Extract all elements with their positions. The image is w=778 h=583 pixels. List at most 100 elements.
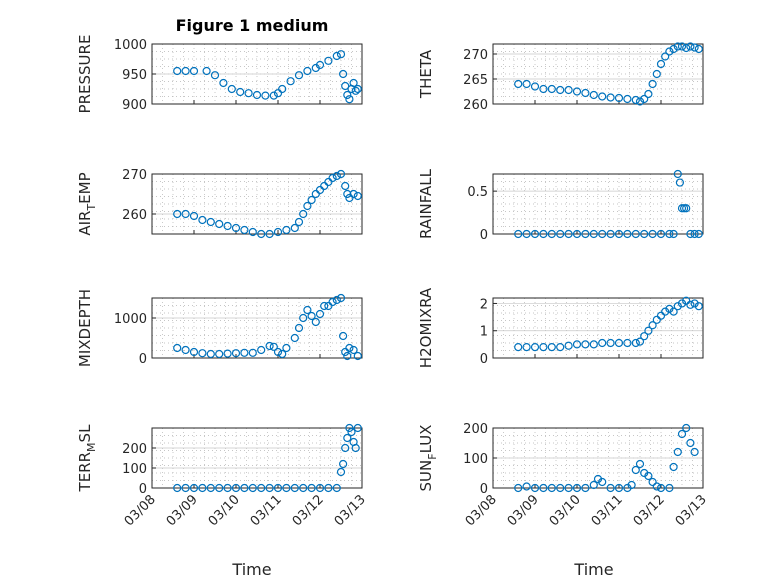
data-point	[278, 349, 287, 359]
data-point	[324, 483, 333, 493]
data-point	[539, 483, 548, 493]
data-point	[522, 482, 531, 491]
x-axis-label-right: Time	[573, 560, 613, 579]
data-point	[345, 423, 354, 433]
data-point	[189, 347, 199, 357]
data-point	[623, 94, 632, 104]
data-point	[265, 341, 274, 351]
data-point	[665, 304, 674, 314]
y-tick-label: 1000	[114, 38, 147, 53]
data-point	[189, 483, 199, 493]
data-point	[675, 178, 685, 187]
data-point	[299, 209, 308, 219]
data-point	[345, 343, 354, 353]
data-point	[353, 191, 362, 201]
data-point	[522, 229, 531, 239]
y-tick-label: 2	[480, 297, 488, 312]
data-point	[339, 69, 348, 79]
subplot-rainfall: 0 0.5 RAINFALL	[417, 168, 704, 243]
data-point	[240, 483, 249, 493]
x-tick-label: 03/13	[332, 492, 369, 529]
data-point	[623, 229, 632, 239]
data-point	[614, 229, 624, 239]
data-point	[219, 78, 228, 88]
data-point	[648, 79, 657, 89]
y-axis-label: TERRMSL	[76, 424, 98, 493]
data-point	[173, 209, 182, 219]
data-point	[572, 87, 582, 96]
y-tick-label: 0.5	[467, 185, 488, 200]
data-point	[686, 300, 695, 309]
x-tick-label: 03/10	[206, 492, 243, 529]
data-point	[640, 94, 649, 104]
data-point	[648, 321, 657, 330]
data-point	[530, 342, 540, 352]
data-point	[694, 44, 703, 54]
data-point	[290, 223, 299, 233]
subplot-sun-flux: 0 100 200 03/08 03/09 03/10 03/11 03/12 03/13 SUN…	[417, 422, 710, 529]
x-tick-label: 03/10	[547, 492, 584, 529]
data-point	[252, 90, 262, 100]
data-point	[614, 93, 624, 103]
data-point	[581, 229, 590, 239]
x-tick-label: 03/12	[290, 492, 327, 529]
y-axis-label: AIRTEMP	[76, 172, 98, 235]
data-point	[673, 169, 682, 179]
data-point	[231, 483, 241, 493]
data-point	[286, 77, 295, 86]
data-point	[181, 345, 190, 355]
data-point	[307, 195, 316, 205]
y-axis-label: THETA	[417, 49, 435, 99]
data-point	[690, 447, 699, 457]
x-axis-label-left: Time	[231, 560, 271, 579]
data-point	[215, 349, 224, 359]
data-point	[556, 229, 565, 239]
data-point	[606, 483, 615, 493]
data-point	[299, 313, 308, 323]
data-point	[631, 95, 640, 105]
data-point	[261, 91, 270, 100]
data-point	[339, 331, 348, 341]
data-point	[307, 483, 316, 493]
data-point	[690, 299, 699, 308]
data-point	[673, 302, 682, 311]
data-point	[514, 483, 523, 493]
data-point	[547, 342, 556, 352]
data-point	[349, 78, 358, 88]
data-point	[315, 483, 325, 493]
y-tick-label: 270	[463, 48, 488, 63]
data-point	[351, 86, 360, 95]
data-point	[673, 447, 682, 457]
y-tick-label: 200	[122, 442, 147, 457]
axes-border	[151, 427, 363, 489]
data-point	[273, 483, 283, 493]
data-point	[665, 483, 674, 493]
axes-border	[492, 173, 704, 235]
data-point	[336, 50, 346, 59]
data-point	[273, 347, 283, 357]
y-tick-label: 200	[463, 422, 488, 437]
data-point	[564, 85, 573, 95]
data-point	[669, 229, 678, 239]
data-point	[282, 225, 291, 235]
data-point	[514, 79, 523, 89]
data-point	[257, 229, 266, 239]
data-point	[223, 221, 232, 231]
data-point	[339, 459, 348, 469]
data-point	[336, 293, 346, 303]
data-point	[652, 69, 661, 79]
axes-border	[492, 297, 704, 359]
data-point	[589, 340, 598, 349]
x-tick-label: 03/11	[589, 492, 626, 529]
data-point	[343, 433, 352, 443]
data-point	[690, 43, 699, 52]
data-point	[223, 483, 232, 493]
data-point	[556, 483, 565, 493]
data-point	[539, 84, 548, 94]
data-point	[606, 338, 615, 348]
x-tick-label: 03/08	[122, 492, 159, 529]
data-point	[598, 92, 607, 101]
data-point	[539, 229, 548, 239]
data-point	[353, 351, 362, 361]
data-point	[173, 66, 182, 76]
